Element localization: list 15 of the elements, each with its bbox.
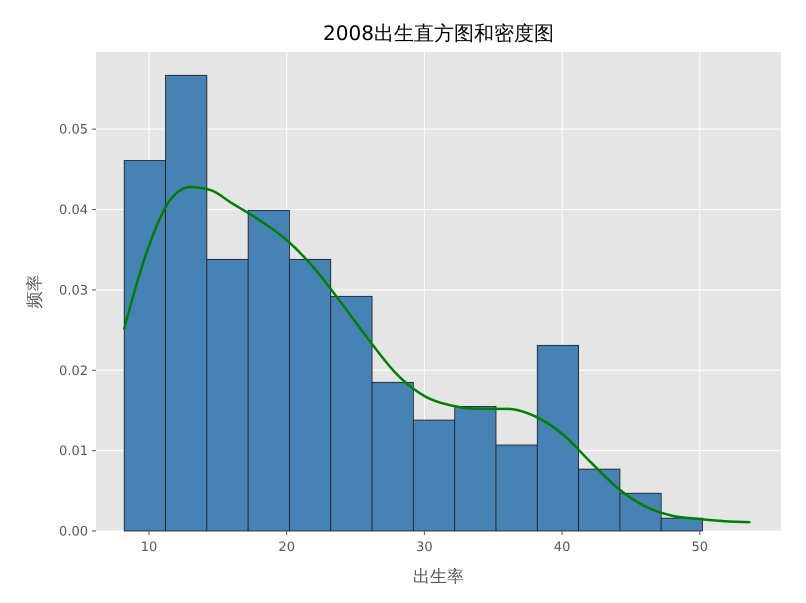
y-tick-label: 0.02	[59, 364, 88, 379]
y-tick-label: 0.04	[59, 203, 88, 218]
y-tick-label: 0.01	[59, 444, 88, 460]
y-tick-label: 0.00	[59, 524, 88, 540]
y-tick-label: 0.03	[59, 283, 88, 298]
x-tick-label: 10	[140, 540, 158, 555]
chart-title: 2008出生直方图和密度图	[323, 21, 554, 45]
x-tick-label: 50	[691, 540, 708, 555]
x-tick-label: 40	[554, 540, 570, 555]
y-axis-title: 频率	[25, 274, 45, 308]
x-axis-title: 出生率	[413, 567, 464, 587]
line-series	[122, 186, 751, 524]
y-tick-label: 0.05	[59, 122, 88, 138]
x-tick-label: 20	[278, 540, 295, 555]
x-tick-label: 30	[416, 540, 433, 555]
